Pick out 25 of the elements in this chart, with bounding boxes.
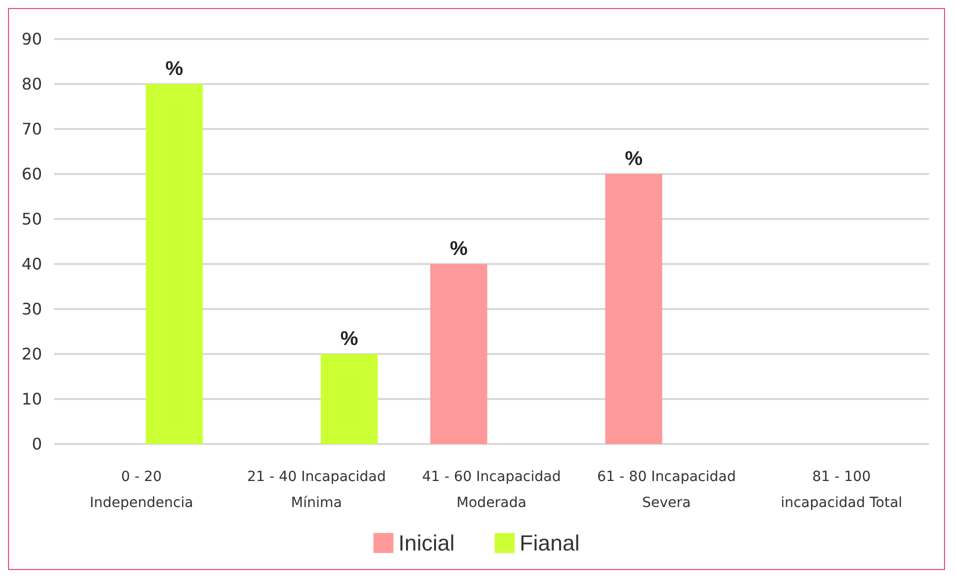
- y-tick-label: 0: [32, 434, 42, 454]
- bar: [430, 264, 488, 444]
- y-tick-label: 40: [22, 254, 42, 274]
- x-tick-label: 0 - 20 Independencia: [90, 469, 194, 511]
- data-label: %: [340, 328, 358, 350]
- legend-label: Fianal: [520, 530, 580, 556]
- bar: [146, 84, 203, 444]
- data-label: %: [624, 148, 643, 170]
- y-tick-label: 60: [22, 164, 42, 184]
- bar: [605, 174, 662, 444]
- legend-label: Inicial: [398, 530, 455, 556]
- y-tick-label: 80: [22, 74, 42, 94]
- y-tick-label: 50: [22, 210, 42, 228]
- x-tick-label: 61 - 80 Incapacidad Severa: [597, 469, 736, 511]
- data-label: %: [450, 238, 468, 260]
- y-tick-label: 90: [22, 30, 42, 48]
- y-tick-label: 70: [22, 120, 42, 138]
- y-tick-label: 20: [22, 344, 42, 364]
- bar: [320, 354, 378, 444]
- y-tick-label: 10: [22, 390, 42, 408]
- x-tick-label: 41 - 60 Incapacidad Moderada: [422, 469, 561, 511]
- x-tick-label: 21 - 40 Incapacidad Mínima: [247, 469, 386, 511]
- y-tick-label: 30: [22, 300, 42, 318]
- x-tick-label: 81 - 100 incapacidad Total: [780, 469, 902, 511]
- data-label: %: [165, 58, 184, 80]
